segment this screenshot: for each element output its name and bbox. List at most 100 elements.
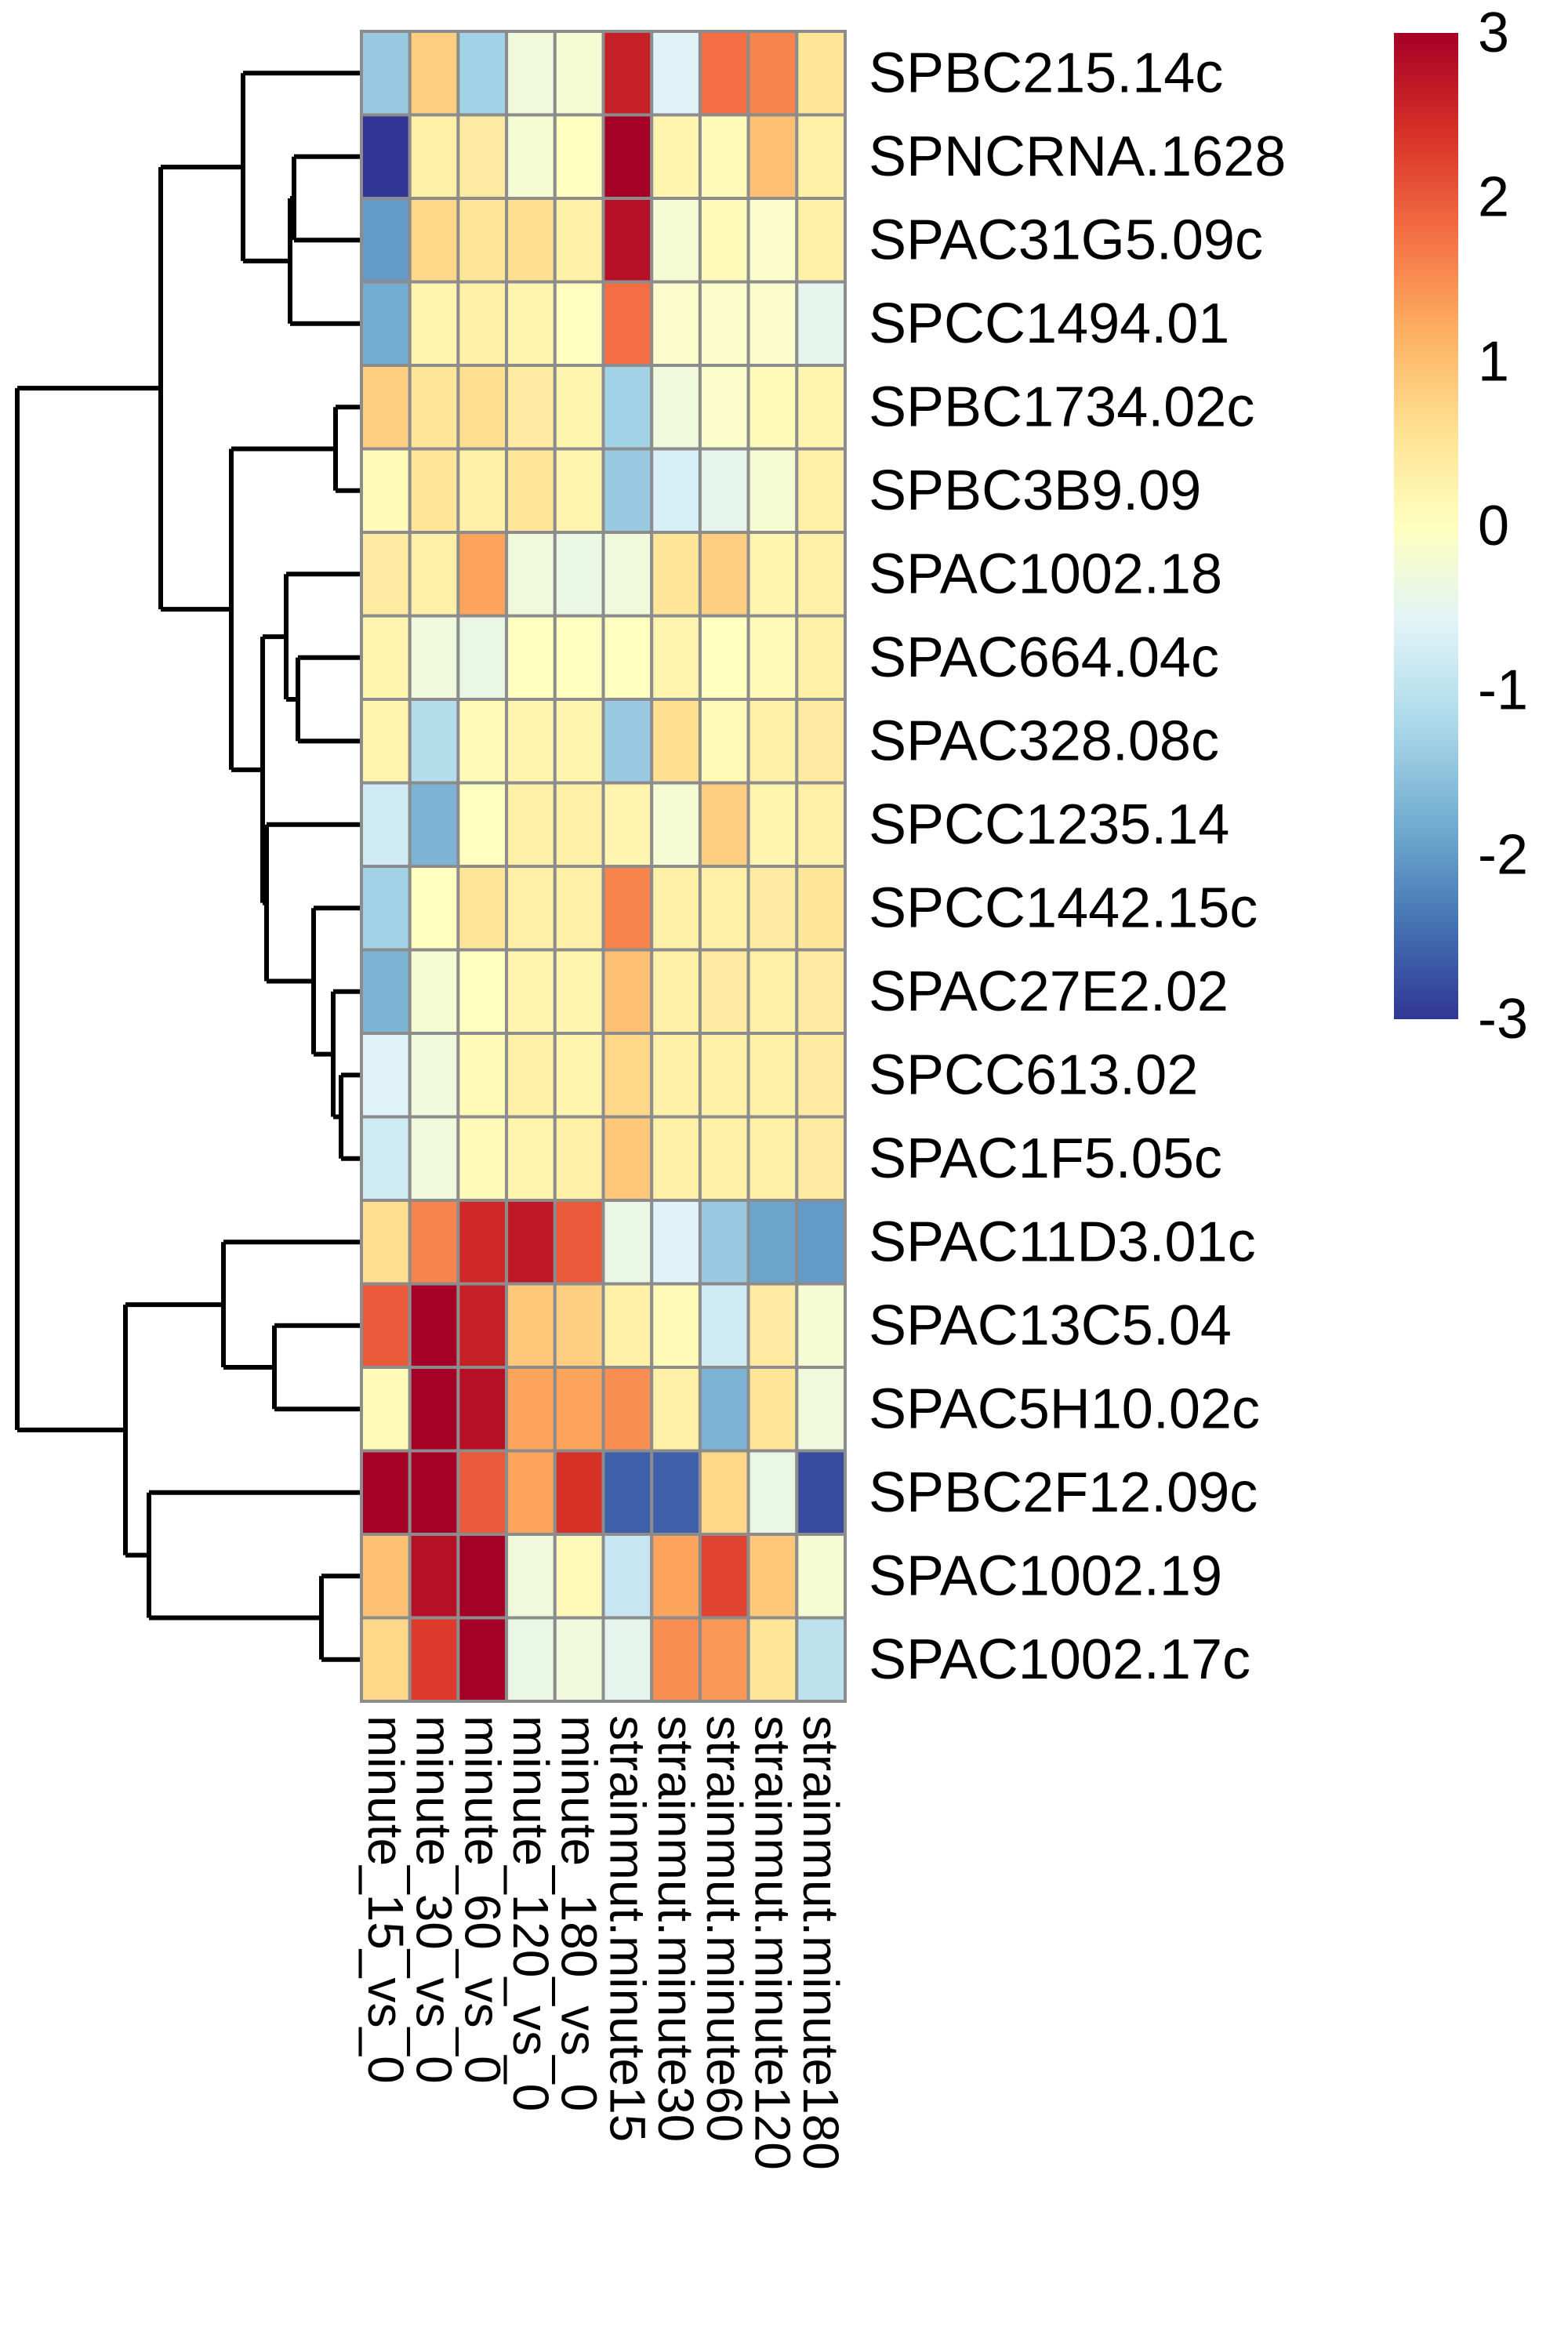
heatmap-cell [650,948,702,1035]
heatmap-cell [601,197,654,284]
heatmap-cell [698,614,750,701]
heatmap-cell [360,948,412,1035]
heatmap-cell [553,1199,605,1286]
heatmap-cell [456,865,509,952]
heatmap-cell [795,1032,847,1119]
heatmap-cell [408,781,460,868]
heatmap-cell [601,1032,654,1119]
heatmap-cell [746,1115,799,1202]
heatmap-cell [505,614,557,701]
heatmap-cell [746,1032,799,1119]
heatmap-cell [698,447,750,534]
heatmap-cell [360,447,412,534]
heatmap-cell [795,698,847,785]
heatmap-cell [795,781,847,868]
row-label: SPAC5H10.02c [869,1377,1260,1440]
heatmap-cell [505,1449,557,1536]
heatmap-cell [505,1533,557,1620]
heatmap-cell [698,781,750,868]
heatmap-cell [698,1115,750,1202]
heatmap-cell [746,865,799,952]
column-label: strainmut.minute15 [599,1715,655,2142]
heatmap-cell [505,197,557,284]
heatmap-cell [360,865,412,952]
heatmap-cell [456,197,509,284]
heatmap-cell [360,113,412,200]
heatmap-cell [360,531,412,618]
column-label: minute_30_vs_0 [406,1715,463,2084]
heatmap-cell [746,30,799,117]
heatmap-cell [795,30,847,117]
row-label: SPCC1442.15c [869,877,1258,939]
row-label: SPBC215.14c [869,42,1223,104]
heatmap-cell [650,1115,702,1202]
heatmap-cell [650,30,702,117]
row-label: SPAC1002.18 [869,543,1222,605]
heatmap-cell [650,1449,702,1536]
heatmap-cell [650,280,702,367]
heatmap-cell [360,698,412,785]
heatmap-cell [601,1282,654,1369]
legend-tick-label: -3 [1478,988,1528,1051]
heatmap-cell [360,1032,412,1119]
heatmap-cell [698,30,750,117]
heatmap-cell [601,614,654,701]
heatmap-cell [601,865,654,952]
heatmap-cell [650,113,702,200]
heatmap-cell [408,1616,460,1703]
heatmap-cell [553,698,605,785]
heatmap-cell [360,364,412,451]
heatmap-cell [553,1449,605,1536]
heatmap-cell [601,948,654,1035]
row-label: SPCC613.02 [869,1044,1198,1106]
heatmap-cell [601,364,654,451]
heatmap-cell [360,781,412,868]
heatmap-cell [795,1366,847,1453]
color-legend: 3 2 1 0 -1 -2 -3 [1394,2,1528,1051]
heatmap-cell [601,1199,654,1286]
heatmap-cell [505,865,557,952]
heatmap-cell [408,197,460,284]
heatmap-cell [456,1199,509,1286]
heatmap-cell [360,614,412,701]
heatmap-cell [746,1282,799,1369]
column-labels: minute_15_vs_0minute_30_vs_0minute_60_vs… [358,1715,849,2170]
row-label: SPAC1002.17c [869,1628,1250,1691]
heatmap-cell [456,113,509,200]
heatmap-cell [456,280,509,367]
heatmap-cells [360,30,847,1703]
column-label: strainmut.minute30 [648,1715,704,2142]
heatmap-cell [408,1282,460,1369]
column-label: strainmut.minute180 [793,1715,849,2170]
heatmap-cell [601,113,654,200]
heatmap-cell [601,280,654,367]
heatmap-cell [456,1032,509,1119]
heatmap-cell [746,447,799,534]
heatmap-cell [505,781,557,868]
heatmap-cell [746,698,799,785]
heatmap-cell [456,447,509,534]
heatmap-cell [505,1366,557,1453]
heatmap-cell [553,948,605,1035]
heatmap-cell [456,1282,509,1369]
heatmap-cell [553,30,605,117]
row-label: SPAC27E2.02 [869,960,1229,1023]
heatmap-cell [505,698,557,785]
heatmap-cell [698,1282,750,1369]
heatmap-cell [650,1032,702,1119]
heatmap-cell [408,113,460,200]
legend-tick-label: 3 [1478,2,1509,64]
heatmap-cell [505,1199,557,1286]
heatmap-cell [553,364,605,451]
heatmap-cell [698,1449,750,1536]
heatmap-cell [698,865,750,952]
heatmap-cell [360,280,412,367]
heatmap-cell [408,1032,460,1119]
heatmap-cell [553,280,605,367]
heatmap-cell [360,1199,412,1286]
heatmap-cell [795,113,847,200]
heatmap-cell [650,865,702,952]
heatmap-cell [553,447,605,534]
heatmap-cell [553,531,605,618]
